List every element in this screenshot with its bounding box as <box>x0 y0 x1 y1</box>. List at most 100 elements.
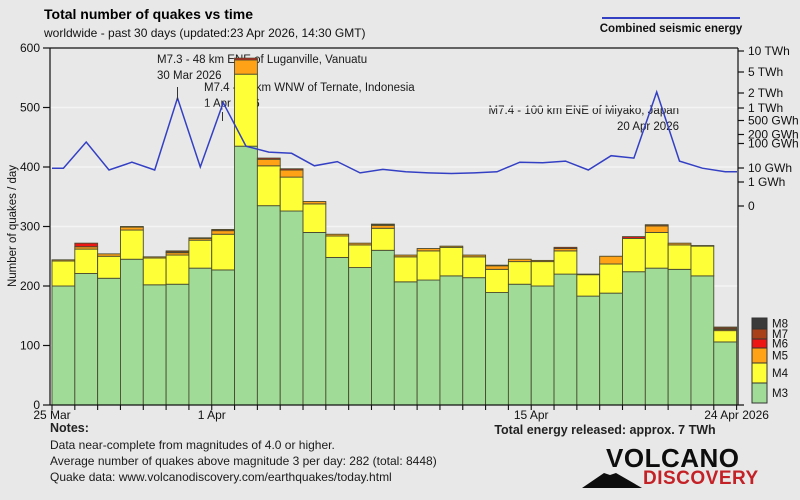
bar-segment-M5 <box>234 59 258 75</box>
bar-segment-M5 <box>97 253 121 257</box>
bar-segment-M4 <box>74 248 99 274</box>
bar-segment-M7 <box>211 229 236 232</box>
bar-segment-M4 <box>234 73 258 147</box>
bar-segment-M4 <box>485 268 509 293</box>
bar-segment-M4 <box>644 231 669 269</box>
bar-segment-M3 <box>553 273 578 406</box>
bar-segment-M6 <box>188 237 213 239</box>
bar-segment-M4 <box>97 255 121 279</box>
bar-segment-M4 <box>576 274 601 297</box>
bar-segment-M4 <box>325 235 350 258</box>
bar-segment-M5 <box>576 273 601 276</box>
page-subtitle: worldwide - past 30 days (updated:23 Apr… <box>44 26 366 40</box>
x-axis-tick-label: 15 Apr <box>514 408 549 422</box>
right-axis-tick-label: 1 TWh <box>748 101 783 115</box>
bar-segment-M4 <box>690 245 715 277</box>
logo-word-volcano: VOLCANO <box>606 443 740 473</box>
magnitude-legend-label-M5: M5 <box>772 351 788 363</box>
right-axis-tick-label: 10 GWh <box>748 161 792 175</box>
bar-segment-M5 <box>690 245 715 247</box>
bar-segment-M3 <box>393 281 418 406</box>
right-axis-tick-label: 10 TWh <box>748 44 790 58</box>
bar-segment-M4 <box>507 261 532 285</box>
bar-segment-M3 <box>576 295 601 406</box>
bar-segment-M6 <box>485 264 509 267</box>
bar-segment-M7 <box>713 326 738 329</box>
right-axis-tick-label: 2 TWh <box>748 86 783 100</box>
bar-segment-M5 <box>416 248 441 252</box>
bar-segment-M3 <box>622 271 646 406</box>
left-axis-tick-label: 400 <box>20 160 40 174</box>
right-axis-tick-label: 200 GWh <box>748 128 799 142</box>
bar-segment-M4 <box>439 246 464 277</box>
annotation-vanuatu-text: M7.3 - 48 km ENE of Luganville, Vanuatu <box>157 54 368 66</box>
bar-segment-M4 <box>416 250 441 281</box>
left-axis-tick-label: 300 <box>20 220 40 234</box>
bar-segment-M3 <box>599 292 623 406</box>
bar-segment-M4 <box>51 260 76 287</box>
energy-line-legend-swatch <box>602 17 740 19</box>
bar-segment-M5 <box>325 233 350 237</box>
bar-segment-M3 <box>97 277 121 406</box>
bar-segment-M4 <box>599 263 623 294</box>
bar-segment-M5 <box>439 245 464 248</box>
x-axis-tick-label: 1 Apr <box>198 408 226 422</box>
magnitude-legend-label-M8: M8 <box>772 319 788 331</box>
note-line-2: Average number of quakes above magnitude… <box>50 454 437 468</box>
bar-segment-M4 <box>462 256 487 279</box>
bar-segment-M3 <box>485 292 509 406</box>
energy-line-legend-label: Combined seismic energy <box>599 23 743 35</box>
magnitude-legend-swatch-M4 <box>751 362 768 384</box>
bar-segment-M5 <box>667 242 692 246</box>
page-title: Total number of quakes vs time <box>44 6 254 22</box>
bar-segment-M3 <box>644 267 669 406</box>
bar-segment-M3 <box>348 267 372 406</box>
bar-segment-M4 <box>120 229 144 260</box>
bar-segment-M6 <box>120 226 144 228</box>
bar-segment-M4 <box>165 254 190 285</box>
notes-heading: Notes: <box>50 421 89 435</box>
bar-segment-M3 <box>530 285 555 406</box>
bar-segment-M4 <box>553 250 578 275</box>
bar-segment-M5 <box>599 255 623 265</box>
bar-segment-M5 <box>393 254 418 258</box>
bar-segment-M4 <box>279 176 304 212</box>
bar-segment-M3 <box>462 277 487 406</box>
magnitude-legend-swatch-M5 <box>751 347 768 364</box>
note-line-3: Quake data: www.volcanodiscovery.com/ear… <box>50 470 392 484</box>
bar-segment-M3 <box>325 256 350 406</box>
bar-segment-M5 <box>279 169 304 178</box>
bar-segment-M5 <box>142 256 167 259</box>
magnitude-legend-label-M3: M3 <box>772 388 788 400</box>
bar-segment-M6 <box>234 57 258 61</box>
bar-segment-M5 <box>485 265 509 270</box>
bar-segment-M3 <box>371 249 395 406</box>
annotation-vanuatu-date: 30 Mar 2026 <box>157 70 222 82</box>
logo-word-discovery: DISCOVERY <box>643 468 759 489</box>
bar-segment-M3 <box>165 283 190 406</box>
bar-segment-M3 <box>667 268 692 406</box>
magnitude-legend-label-M4: M4 <box>772 368 789 380</box>
right-axis-tick-label: 5 TWh <box>748 65 783 79</box>
bar-segment-M4 <box>393 256 418 283</box>
left-axis-tick-label: 200 <box>20 279 40 293</box>
bar-segment-M3 <box>74 273 99 406</box>
bar-segment-M4 <box>256 165 281 207</box>
bar-segment-M3 <box>234 145 258 406</box>
magnitude-legend-swatch-M6 <box>751 338 768 349</box>
bar-segment-M4 <box>142 257 167 286</box>
bar-segment-M6 <box>279 168 304 171</box>
bar-segment-M6 <box>256 157 281 160</box>
bar-segment-M3 <box>439 275 464 406</box>
bar-segment-M3 <box>416 279 441 406</box>
bar-segment-M3 <box>120 258 144 406</box>
bar-segment-M3 <box>51 285 76 406</box>
right-axis-tick-label: 100 GWh <box>748 137 799 151</box>
bar-segment-M4 <box>622 237 646 273</box>
bar-segment-M4 <box>530 261 555 287</box>
bar-segment-M3 <box>690 275 715 406</box>
magnitude-legend-swatch-M3 <box>751 382 768 404</box>
bar-segment-M7 <box>165 250 190 253</box>
bar-segment-M4 <box>371 227 395 251</box>
